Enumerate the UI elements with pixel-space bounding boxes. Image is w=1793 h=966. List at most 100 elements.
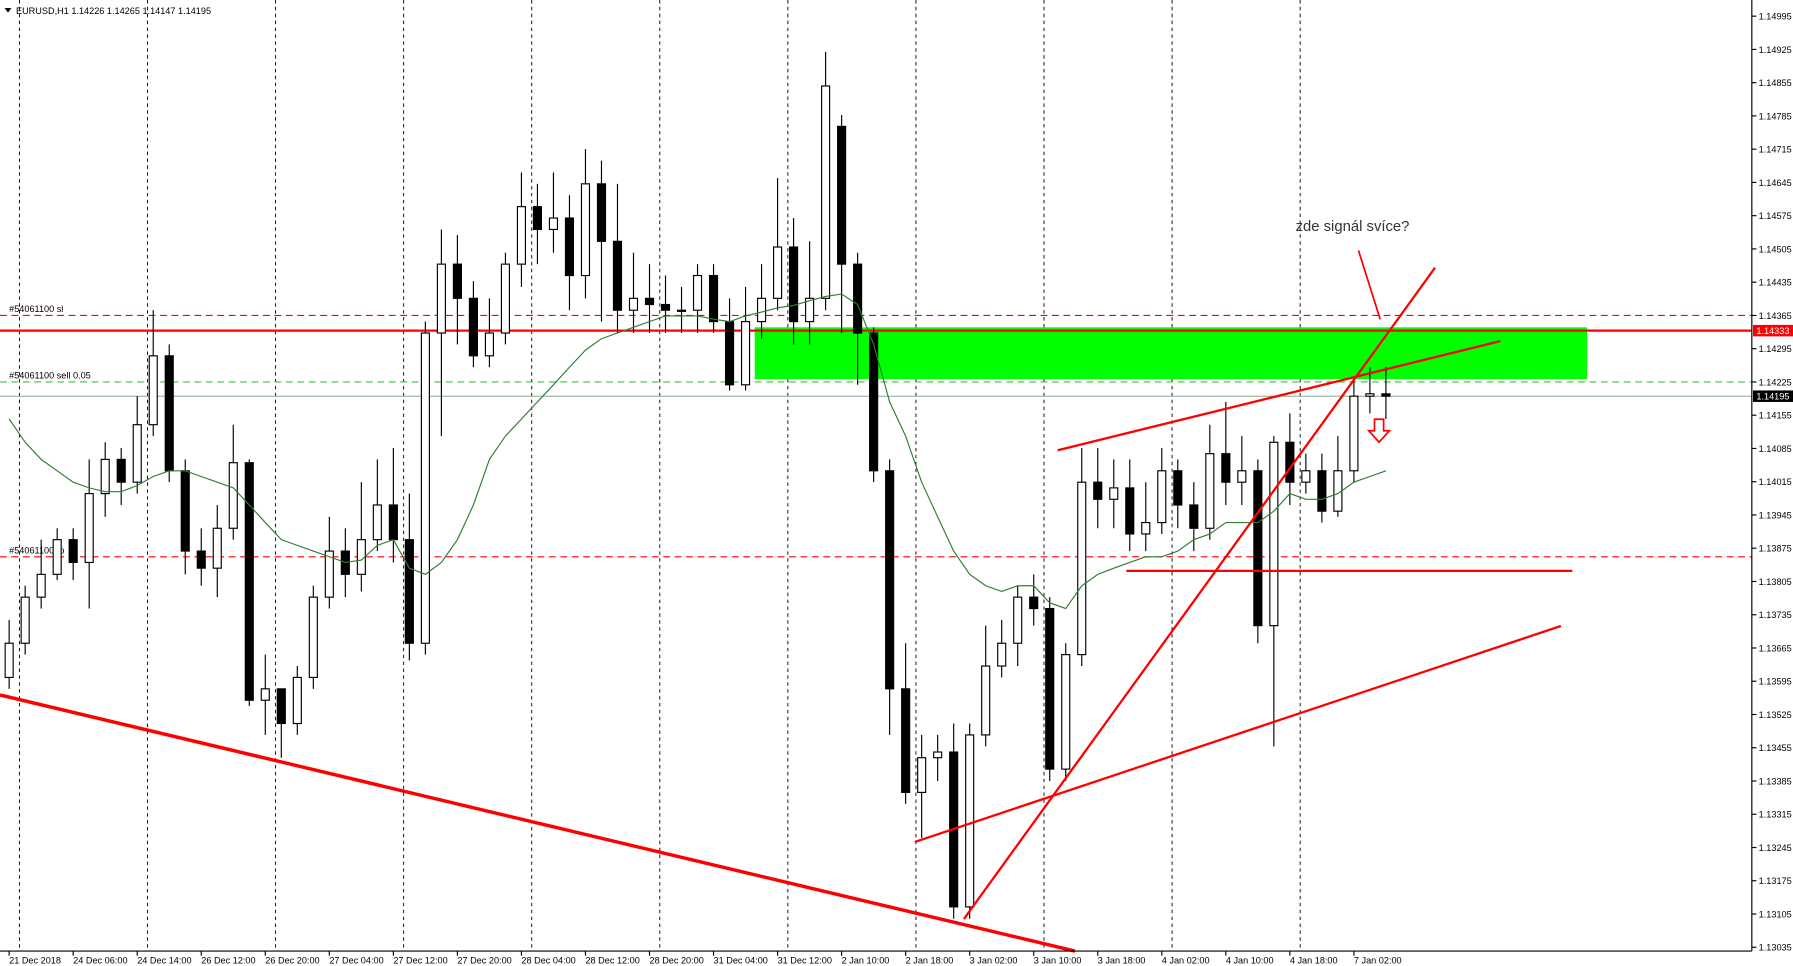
order-level-label: #54061100 sell 0.05 xyxy=(9,370,91,380)
menu-icon xyxy=(4,8,12,13)
candles-layer xyxy=(4,51,1391,919)
y-tick-label: 1.13525 xyxy=(1759,710,1792,720)
trendline xyxy=(1057,340,1501,452)
y-tick-label: 1.13455 xyxy=(1759,743,1792,753)
candle-body xyxy=(260,688,270,701)
candle-body xyxy=(404,539,414,644)
chart-title: EURUSD,H1 1.14226 1.14265 1.14147 1.1419… xyxy=(16,6,211,16)
candle-body xyxy=(52,539,62,575)
grid xyxy=(18,0,1301,952)
candle-body xyxy=(68,539,78,564)
trendline xyxy=(0,693,1076,953)
y-tick-label: 1.14645 xyxy=(1759,178,1792,188)
candle-body xyxy=(4,642,14,679)
x-tick-label: 28 Dec 20:00 xyxy=(650,956,704,966)
candle-body xyxy=(805,297,815,323)
candle-body xyxy=(1077,481,1087,656)
bid-label: 1.14195 xyxy=(1756,392,1789,402)
x-tick-label: 3 Jan 10:00 xyxy=(1034,956,1082,966)
x-tick-label: 31 Dec 04:00 xyxy=(714,956,768,966)
candle-body xyxy=(933,751,943,759)
price-line-label: 1.14333 xyxy=(1756,326,1789,336)
x-tick-label: 7 Jan 02:00 xyxy=(1354,956,1402,966)
candle-body xyxy=(789,246,799,323)
annotation-pointer xyxy=(1357,250,1382,320)
y-tick-label: 1.14575 xyxy=(1759,211,1792,221)
candle-body xyxy=(612,240,623,311)
x-tick-label: 2 Jan 18:00 xyxy=(906,956,954,966)
x-tick-label: 4 Jan 10:00 xyxy=(1226,956,1274,966)
zone xyxy=(754,327,1588,380)
y-tick-label: 1.14995 xyxy=(1759,12,1792,22)
candle-body xyxy=(1253,470,1263,627)
candle-body xyxy=(1285,441,1295,483)
candle-body xyxy=(981,665,991,736)
candle-body xyxy=(869,332,879,472)
candle-body xyxy=(516,206,527,265)
x-tick-label: 26 Dec 20:00 xyxy=(265,956,319,966)
candle-body xyxy=(132,424,142,483)
x-tick-label: 24 Dec 06:00 xyxy=(73,956,127,966)
y-tick-label: 1.13105 xyxy=(1759,909,1792,919)
x-tick-label: 4 Jan 18:00 xyxy=(1290,956,1338,966)
candle-body xyxy=(853,263,863,334)
y-tick-label: 1.13875 xyxy=(1759,544,1792,554)
x-tick-label: 27 Dec 12:00 xyxy=(393,956,447,966)
x-tick-label: 24 Dec 14:00 xyxy=(137,956,191,966)
candle-body xyxy=(1141,521,1151,535)
y-tick-label: 1.13945 xyxy=(1759,510,1792,520)
candle-body xyxy=(548,217,559,231)
candle-body xyxy=(644,297,655,306)
x-tick-label: 28 Dec 12:00 xyxy=(585,956,639,966)
x-tick-label: 27 Dec 20:00 xyxy=(457,956,511,966)
candle-body xyxy=(1365,393,1375,397)
y-tick-label: 1.14855 xyxy=(1759,78,1792,88)
trendline xyxy=(914,624,1562,844)
candle-body xyxy=(324,550,334,598)
axis-layer: 1.14995 1.14925 1.14855 1.14785 1.14715 1.146… xyxy=(8,12,1793,966)
candle-body xyxy=(965,734,975,908)
y-tick-label: 1.14295 xyxy=(1759,344,1792,354)
candle-body xyxy=(100,458,110,495)
candle-body xyxy=(1157,470,1167,524)
candle-body xyxy=(212,527,222,569)
candle-body xyxy=(660,303,671,311)
candle-body xyxy=(997,642,1007,667)
candle-body xyxy=(692,274,703,311)
y-tick-label: 1.13805 xyxy=(1759,577,1792,587)
down-arrow xyxy=(1366,418,1392,444)
y-tick-label: 1.13315 xyxy=(1759,810,1792,820)
candle-body xyxy=(372,504,382,541)
candle-body xyxy=(1221,453,1231,483)
x-tick-label: 2 Jan 10:00 xyxy=(842,956,890,966)
candle-body xyxy=(564,217,575,277)
candle-body xyxy=(1317,470,1327,512)
x-tick-label: 31 Dec 12:00 xyxy=(778,956,832,966)
y-tick-label: 1.13595 xyxy=(1759,677,1792,687)
candle-body xyxy=(708,274,719,323)
candle-body xyxy=(628,297,639,311)
candle-body xyxy=(20,596,30,644)
candle-body xyxy=(180,470,190,552)
price-line-box xyxy=(1752,324,1793,337)
candle-body xyxy=(500,263,510,334)
x-tick-label: 3 Jan 18:00 xyxy=(1098,956,1146,966)
x-tick-label: 4 Jan 02:00 xyxy=(1162,956,1210,966)
candle-body xyxy=(1269,441,1279,627)
candle-body xyxy=(917,757,927,793)
candle-body xyxy=(452,263,462,299)
candle-body xyxy=(580,183,591,277)
candle-body xyxy=(676,309,687,312)
candle-body xyxy=(276,688,286,725)
candle-body xyxy=(244,462,254,701)
candle-body xyxy=(596,183,607,242)
candle-body xyxy=(1381,393,1391,397)
candle-body xyxy=(532,206,543,231)
y-tick-label: 1.13385 xyxy=(1759,776,1792,786)
y-tick-label: 1.14155 xyxy=(1759,411,1792,421)
candle-body xyxy=(901,688,911,793)
y-tick-label: 1.14225 xyxy=(1759,377,1792,387)
candle-body xyxy=(1205,453,1215,529)
